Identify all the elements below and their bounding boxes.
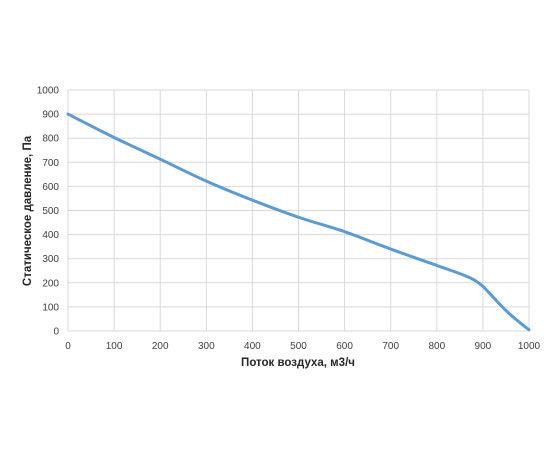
x-tick-label: 800 xyxy=(428,341,445,352)
y-tick-label: 800 xyxy=(42,134,59,145)
x-tick-label: 900 xyxy=(475,341,492,352)
x-tick-label: 0 xyxy=(65,341,71,352)
y-tick-label: 400 xyxy=(42,230,59,241)
y-tick-labels: 0 100 200 300 400 500 600 700 800 900 1000 xyxy=(37,86,60,338)
x-tick-label: 700 xyxy=(382,341,399,352)
y-tick-label: 200 xyxy=(42,278,59,289)
x-tick-label: 500 xyxy=(290,341,307,352)
y-axis-title: Статическое давление, Па xyxy=(22,135,34,286)
y-tick-label: 500 xyxy=(42,206,59,217)
y-tick-label: 600 xyxy=(42,182,59,193)
y-tick-label: 900 xyxy=(42,110,59,121)
x-tick-label: 400 xyxy=(244,341,261,352)
x-tick-label: 300 xyxy=(198,341,215,352)
y-tick-label: 300 xyxy=(42,254,59,265)
series-line xyxy=(66,112,531,332)
grid-lines xyxy=(67,89,530,332)
x-tick-label: 1000 xyxy=(518,341,541,352)
x-axis-title: Поток воздуха, м3/ч xyxy=(241,357,355,369)
series-group xyxy=(66,112,531,332)
y-tick-label: 0 xyxy=(53,327,59,338)
y-tick-label: 1000 xyxy=(37,86,60,97)
x-tick-label: 100 xyxy=(106,341,123,352)
y-tick-label: 700 xyxy=(42,158,59,169)
x-tick-labels: 0 100 200 300 400 500 600 700 800 900 1000 xyxy=(65,341,540,352)
y-tick-label: 100 xyxy=(42,302,59,313)
x-tick-label: 600 xyxy=(336,341,353,352)
x-tick-label: 200 xyxy=(152,341,169,352)
